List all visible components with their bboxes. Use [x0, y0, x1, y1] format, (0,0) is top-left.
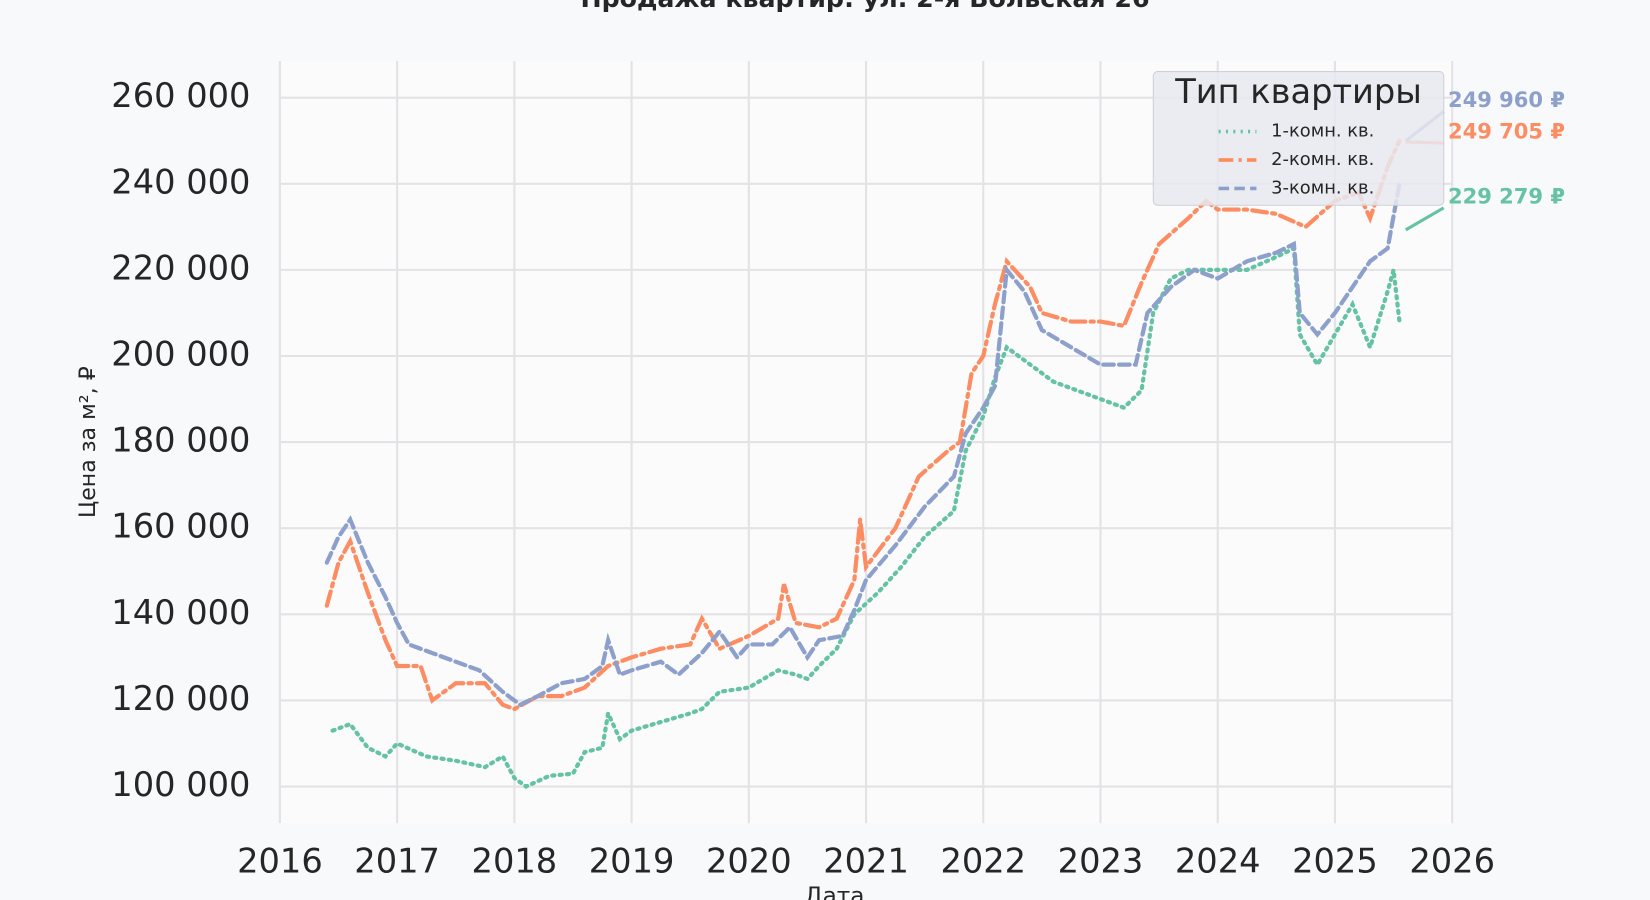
y-tick-label: 140 000 — [111, 593, 250, 632]
legend-label: 3-комн. кв. — [1271, 177, 1374, 198]
y-tick-label: 120 000 — [111, 679, 250, 718]
legend-box — [1152, 71, 1445, 206]
annotation-label: 249 960 ₽ — [1448, 87, 1565, 112]
x-axis-label: Дата — [805, 883, 865, 900]
x-tick-label: 2025 — [1292, 842, 1378, 881]
x-tick-label: 2020 — [706, 842, 792, 881]
chart-title: Продажа квартир: ул. 2-я Вольская 26 — [580, 0, 1149, 13]
x-tick-label: 2018 — [472, 842, 558, 881]
annotation-arrow — [1404, 206, 1445, 232]
legend-label: 2-комн. кв. — [1271, 149, 1374, 170]
y-tick-label: 240 000 — [111, 162, 250, 201]
legend: Тип квартиры 1-комн. кв. 2-комн. кв. 3-комн… — [1152, 71, 1445, 206]
x-tick-label: 2019 — [589, 842, 675, 881]
y-tick-label: 100 000 — [111, 765, 250, 804]
x-tick-label: 2024 — [1175, 842, 1261, 881]
y-tick-label: 260 000 — [111, 76, 250, 115]
y-axis-label: Цена за м², ₽ — [75, 366, 101, 518]
y-tick-label: 220 000 — [111, 248, 250, 287]
legend-label: 1-комн. кв. — [1271, 121, 1374, 142]
legend-title: Тип квартиры — [1174, 72, 1422, 111]
y-tick-label: 180 000 — [111, 421, 250, 460]
y-tick-label: 200 000 — [111, 334, 250, 373]
x-tick-label: 2022 — [940, 842, 1026, 881]
x-tick-label: 2021 — [823, 842, 909, 881]
x-tick-label: 2016 — [237, 842, 323, 881]
series-line — [324, 181, 1402, 708]
annotation-label: 249 705 ₽ — [1448, 119, 1565, 144]
x-tick-label: 2017 — [354, 842, 440, 881]
x-tick-label: 2023 — [1058, 842, 1144, 881]
x-tick-label: 2026 — [1409, 842, 1495, 881]
y-tick-label: 160 000 — [111, 507, 250, 546]
series-line — [330, 245, 1402, 789]
annotation-label: 229 279 ₽ — [1448, 183, 1565, 208]
